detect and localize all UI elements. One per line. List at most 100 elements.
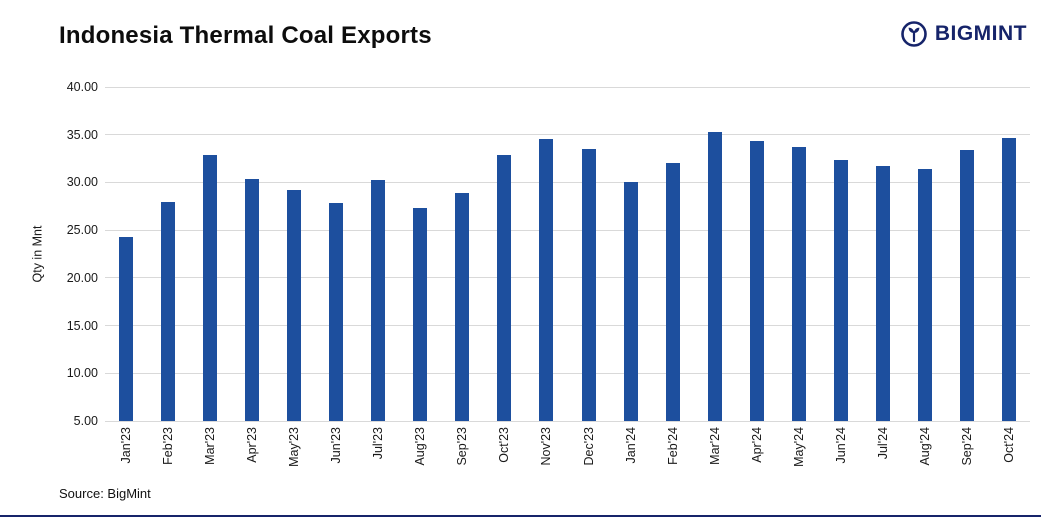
x-tick: Mar'23 [189,427,231,485]
x-tick-label: Apr'24 [749,427,764,463]
gridline [105,277,1030,279]
x-tick: May'23 [273,427,315,485]
bar [1002,137,1016,421]
x-tick: Feb'24 [652,427,694,485]
bar-column [273,87,315,421]
bar [413,208,428,421]
x-tick: Oct'24 [988,427,1030,485]
x-tick-label: Jun'24 [833,427,848,464]
bar [749,141,764,421]
bigmint-logo: BIGMINT [900,20,1027,48]
bar-column [189,87,231,421]
bigmint-logo-text: BIGMINT [934,22,1027,45]
bar-series [105,87,1030,421]
x-tick-label: May'23 [287,427,302,467]
x-tick-label: Nov'23 [539,427,554,466]
gridline [105,86,1030,88]
x-tick: Jun'23 [315,427,357,485]
plot-area [105,86,1030,422]
bar-column [357,87,399,421]
bar [455,192,470,421]
x-tick-label: Jun'23 [329,427,344,464]
x-tick: Aug'24 [904,427,946,485]
x-tick-label: Apr'23 [245,427,260,463]
x-tick-label: Mar'23 [203,427,218,465]
bar [329,203,344,421]
bar [119,236,134,421]
bar [623,182,638,421]
bar-column [736,87,778,421]
x-tick-label: Oct'24 [1002,427,1016,463]
gridline [105,134,1030,136]
y-tick-label: 25.00 [66,223,98,238]
chart-title: Indonesia Thermal Coal Exports [59,22,432,49]
bar [539,138,554,421]
bar-column [399,87,441,421]
x-tick: Aug'23 [399,427,441,485]
gridline [105,420,1030,422]
bar-column [904,87,946,421]
x-tick-label: Jul'23 [371,427,386,460]
x-tick-label: Aug'23 [413,427,428,466]
bar [791,147,806,421]
x-tick-label: Dec'23 [581,427,596,466]
bar [371,179,386,421]
bar [665,163,680,421]
x-tick-label: Feb'23 [161,427,176,465]
x-tick-label: Jan'24 [623,427,638,464]
x-tick-label: Feb'24 [665,427,680,465]
bar-column [988,87,1030,421]
x-tick: Oct'23 [483,427,525,485]
x-tick: Jan'24 [610,427,652,485]
x-axis-ticks: Jan'23 Feb'23 Mar'23 Apr'23 May'23 Jun'23 Jul'… [105,427,1030,485]
x-tick-label: Sep'24 [959,427,974,466]
bar [161,201,176,421]
gridline [105,229,1030,231]
x-tick: Sep'23 [441,427,483,485]
y-tick-label: 20.00 [66,270,98,285]
x-tick-label: Mar'24 [707,427,722,465]
bar [245,178,260,421]
bar-column [610,87,652,421]
bar-column [946,87,988,421]
x-tick: Feb'23 [147,427,189,485]
x-tick-label: Sep'23 [455,427,470,466]
bar [875,166,890,421]
bar-column [694,87,736,421]
bar [833,159,848,421]
y-tick-label: 15.00 [66,318,98,333]
x-tick-label: Aug'24 [917,427,932,466]
bar-column [862,87,904,421]
y-tick-label: 35.00 [66,127,98,142]
x-tick: Jan'23 [105,427,147,485]
gridline [105,325,1030,327]
x-tick: Apr'23 [231,427,273,485]
bar-column [441,87,483,421]
bar-column [525,87,567,421]
x-tick-label: Oct'23 [497,427,512,463]
bar-column [231,87,273,421]
x-tick: Nov'23 [525,427,567,485]
x-tick-label: May'24 [791,427,806,467]
x-tick-label: Jan'23 [119,427,134,464]
bar [287,190,302,421]
x-tick: Dec'23 [568,427,610,485]
bar-column [315,87,357,421]
gridline [105,181,1030,183]
bar-column [568,87,610,421]
y-tick-label: 10.00 [66,366,98,381]
y-axis-ticks: 40.00 35.00 30.00 25.00 20.00 15.00 10.00 5.00 [0,80,98,428]
bar [203,154,218,421]
y-tick-label: 30.00 [66,175,98,190]
bar-column [652,87,694,421]
bar-column [147,87,189,421]
x-tick-label: Jul'24 [875,427,890,460]
x-tick: Jul'23 [357,427,399,485]
x-tick: Apr'24 [736,427,778,485]
bar-column [820,87,862,421]
x-tick: Jun'24 [820,427,862,485]
bar-column [105,87,147,421]
bar [581,149,596,421]
x-tick: Sep'24 [946,427,988,485]
